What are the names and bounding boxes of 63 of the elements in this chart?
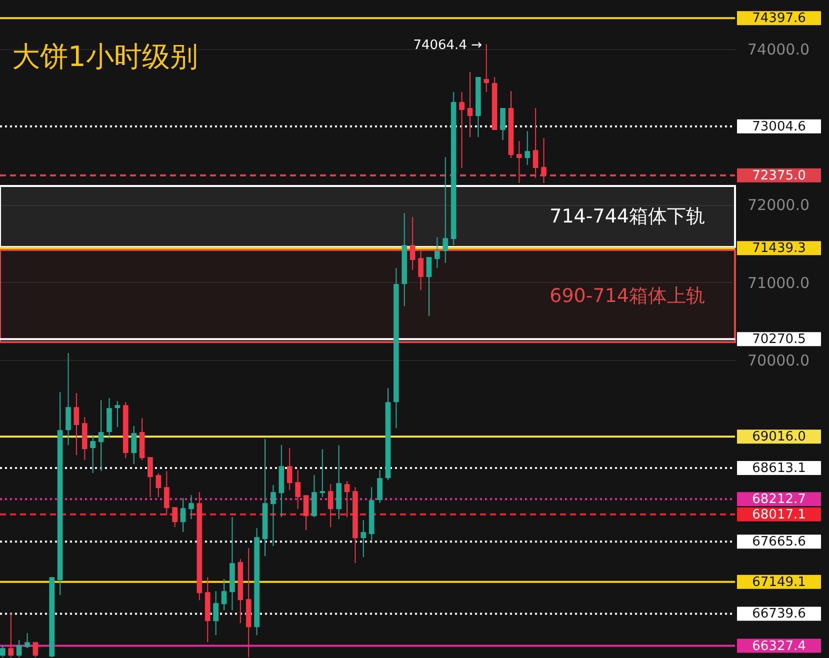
candlestick — [484, 43, 490, 93]
candlestick — [532, 108, 538, 179]
y-tick-label: 70000.0 — [748, 352, 810, 370]
annotation: 74064.4 → — [413, 38, 482, 53]
ref-line-label: 74397.6 — [752, 11, 806, 26]
ref-line-label: 73004.6 — [752, 119, 806, 134]
candlestick — [74, 392, 80, 456]
candlestick — [24, 632, 30, 649]
candlestick — [180, 498, 186, 533]
candlestick — [524, 130, 530, 166]
band-label: 714-744箱体下轨 — [550, 206, 705, 228]
candlestick — [32, 642, 38, 658]
candlestick — [344, 480, 350, 518]
candlestick — [410, 216, 416, 271]
y-tick-label: 72000.0 — [748, 196, 810, 214]
candlestick — [8, 612, 14, 658]
candlestick — [172, 506, 178, 528]
candlestick — [442, 156, 448, 264]
candlestick — [426, 256, 432, 317]
candlestick — [90, 434, 96, 474]
candlestick — [459, 92, 464, 168]
candlestick — [541, 138, 546, 184]
candlestick — [98, 400, 104, 472]
band-label: 690-714箱体上轨 — [550, 285, 705, 308]
candlestick — [164, 470, 170, 516]
candlestick — [286, 448, 292, 491]
ref-line-label: 72375.0 — [752, 168, 806, 184]
ref-line-label: 67149.1 — [752, 574, 806, 590]
ref-line-label: 68017.1 — [752, 507, 806, 522]
candlestick — [213, 590, 218, 636]
ref-line-label: 66739.6 — [752, 606, 806, 622]
candlestick — [0, 644, 6, 658]
candlestick — [114, 400, 120, 428]
candlestick — [66, 352, 71, 446]
y-tick-label: 74000.0 — [748, 40, 810, 58]
candlestick — [156, 472, 162, 498]
candlestick — [131, 426, 137, 465]
ref-line-label: 68613.1 — [752, 460, 806, 476]
ref-line-label: 70270.5 — [752, 332, 806, 348]
candlestick — [188, 494, 194, 520]
candlestick — [270, 484, 276, 547]
ref-line-label: 68212.7 — [752, 492, 806, 508]
ref-line-label: 67665.6 — [752, 534, 806, 550]
candlestick — [148, 456, 153, 498]
text: 大饼1小时级别 — [12, 40, 198, 73]
ref-line-label: 66327.4 — [752, 638, 806, 654]
candlestick — [295, 470, 300, 510]
candlestick — [516, 140, 522, 184]
candlestick — [328, 484, 334, 528]
candlestick — [360, 520, 366, 558]
candlestick — [500, 108, 506, 140]
candlestick — [418, 250, 424, 291]
candlestick — [467, 72, 473, 138]
candlestick — [303, 494, 309, 531]
ref-line-label: 69016.0 — [752, 430, 806, 445]
y-tick-label: 71000.0 — [748, 274, 810, 292]
candlestick — [221, 578, 227, 611]
candlestick — [106, 398, 112, 439]
candlestick — [434, 236, 440, 269]
candlestick — [320, 448, 326, 498]
candlestick — [377, 470, 382, 504]
ref-line-label: 71439.3 — [752, 241, 806, 256]
candlestick — [16, 640, 22, 658]
